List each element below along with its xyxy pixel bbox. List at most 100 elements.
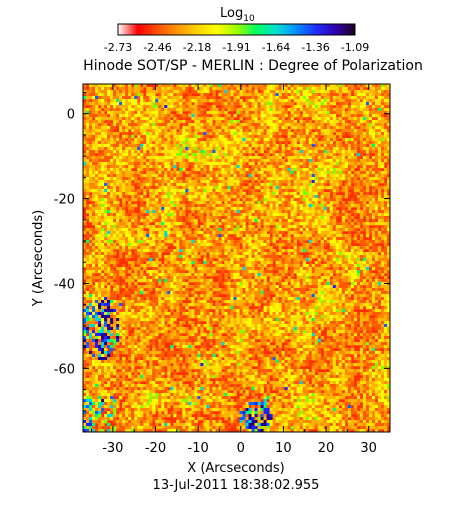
heatmap-cell <box>155 171 159 175</box>
heatmap-cell <box>125 162 129 166</box>
heatmap-cell <box>212 237 216 241</box>
heatmap-cell <box>209 111 213 115</box>
heatmap-cell <box>350 174 355 178</box>
heatmap-cell <box>155 102 159 106</box>
heatmap-cell <box>98 102 102 106</box>
heatmap-cell <box>161 159 165 163</box>
heatmap-cell <box>203 195 207 199</box>
heatmap-cell <box>308 111 313 115</box>
heatmap-cell <box>317 147 322 151</box>
heatmap-cell <box>269 159 273 163</box>
heatmap-cell <box>212 213 216 217</box>
heatmap-cell <box>233 120 237 124</box>
heatmap-cell <box>344 129 349 133</box>
heatmap-cell <box>371 174 376 178</box>
heatmap-cell <box>221 195 225 199</box>
heatmap-cell <box>284 204 288 208</box>
heatmap-cell <box>356 222 361 226</box>
heatmap-cell <box>92 204 96 208</box>
heatmap-cell <box>299 132 304 136</box>
heatmap-cell <box>299 189 304 193</box>
heatmap-cell <box>110 231 114 235</box>
heatmap-cell <box>140 201 144 205</box>
heatmap-cell <box>362 90 367 94</box>
heatmap-cell <box>242 150 246 154</box>
heatmap-cell <box>350 198 355 202</box>
heatmap-cell <box>185 126 189 130</box>
heatmap-cell <box>131 129 135 133</box>
heatmap-cell <box>188 105 192 109</box>
heatmap-cell <box>380 114 385 118</box>
heatmap-cell <box>377 123 382 127</box>
heatmap-cell <box>245 144 249 148</box>
heatmap-cell <box>215 183 219 187</box>
heatmap-cell <box>227 168 231 172</box>
heatmap-cell <box>335 168 340 172</box>
heatmap-cell <box>347 174 352 178</box>
heatmap-cell <box>116 96 120 100</box>
heatmap-cell <box>134 108 138 112</box>
heatmap-cell <box>320 153 325 157</box>
heatmap-cell <box>350 99 355 103</box>
heatmap-cell <box>344 234 349 238</box>
heatmap-cell <box>263 153 267 157</box>
heatmap-cell <box>104 153 108 157</box>
heatmap-cell <box>167 108 171 112</box>
heatmap-cell <box>215 108 219 112</box>
heatmap-cell <box>200 177 204 181</box>
heatmap-cell <box>179 168 183 172</box>
heatmap-cell <box>317 159 322 163</box>
heatmap-cell <box>269 180 273 184</box>
heatmap-cell <box>377 120 382 124</box>
heatmap-cell <box>260 174 264 178</box>
heatmap-cell <box>116 165 120 169</box>
heatmap-cell <box>248 198 252 202</box>
heatmap-cell <box>134 225 138 229</box>
heatmap-cell <box>269 141 273 145</box>
heatmap-cell <box>134 153 138 157</box>
heatmap-cell <box>227 141 231 145</box>
heatmap-cell <box>203 135 207 139</box>
heatmap-cell <box>236 159 240 163</box>
heatmap-cell <box>338 105 343 109</box>
heatmap-cell <box>194 195 198 199</box>
heatmap-cell <box>86 123 90 127</box>
heatmap-cell <box>281 219 285 223</box>
heatmap-cell <box>122 120 126 124</box>
heatmap-cell <box>368 93 373 97</box>
heatmap-cell <box>260 210 264 214</box>
heatmap-cell <box>269 93 273 97</box>
heatmap-cell <box>182 144 186 148</box>
heatmap-cell <box>113 153 117 157</box>
heatmap-cell <box>218 204 222 208</box>
heatmap-cell <box>338 84 343 88</box>
heatmap-cell <box>134 192 138 196</box>
heatmap-cell <box>119 138 123 142</box>
heatmap-cell <box>293 129 297 133</box>
heatmap-cell <box>362 198 367 202</box>
heatmap-cell <box>101 159 105 163</box>
heatmap-cell <box>212 138 216 142</box>
heatmap-cell <box>206 117 210 121</box>
heatmap-cell <box>260 120 264 124</box>
heatmap-cell <box>92 171 96 175</box>
heatmap-cell <box>218 171 222 175</box>
heatmap-cell <box>161 201 165 205</box>
heatmap-cell <box>260 216 264 220</box>
heatmap-cell <box>293 87 297 91</box>
heatmap-cell <box>380 210 385 214</box>
heatmap-cell <box>95 93 99 97</box>
heatmap-cell <box>200 96 204 100</box>
heatmap-cell <box>326 132 331 136</box>
heatmap-cell <box>305 111 310 115</box>
heatmap-cell <box>257 204 261 208</box>
heatmap-cell <box>287 147 291 151</box>
heatmap-cell <box>251 108 255 112</box>
heatmap-cell <box>263 171 267 175</box>
heatmap-cell <box>86 96 90 100</box>
heatmap-cell <box>383 144 388 148</box>
heatmap-cell <box>329 174 334 178</box>
heatmap-cell <box>131 105 135 109</box>
heatmap-cell <box>218 147 222 151</box>
heatmap-cell <box>311 216 316 220</box>
